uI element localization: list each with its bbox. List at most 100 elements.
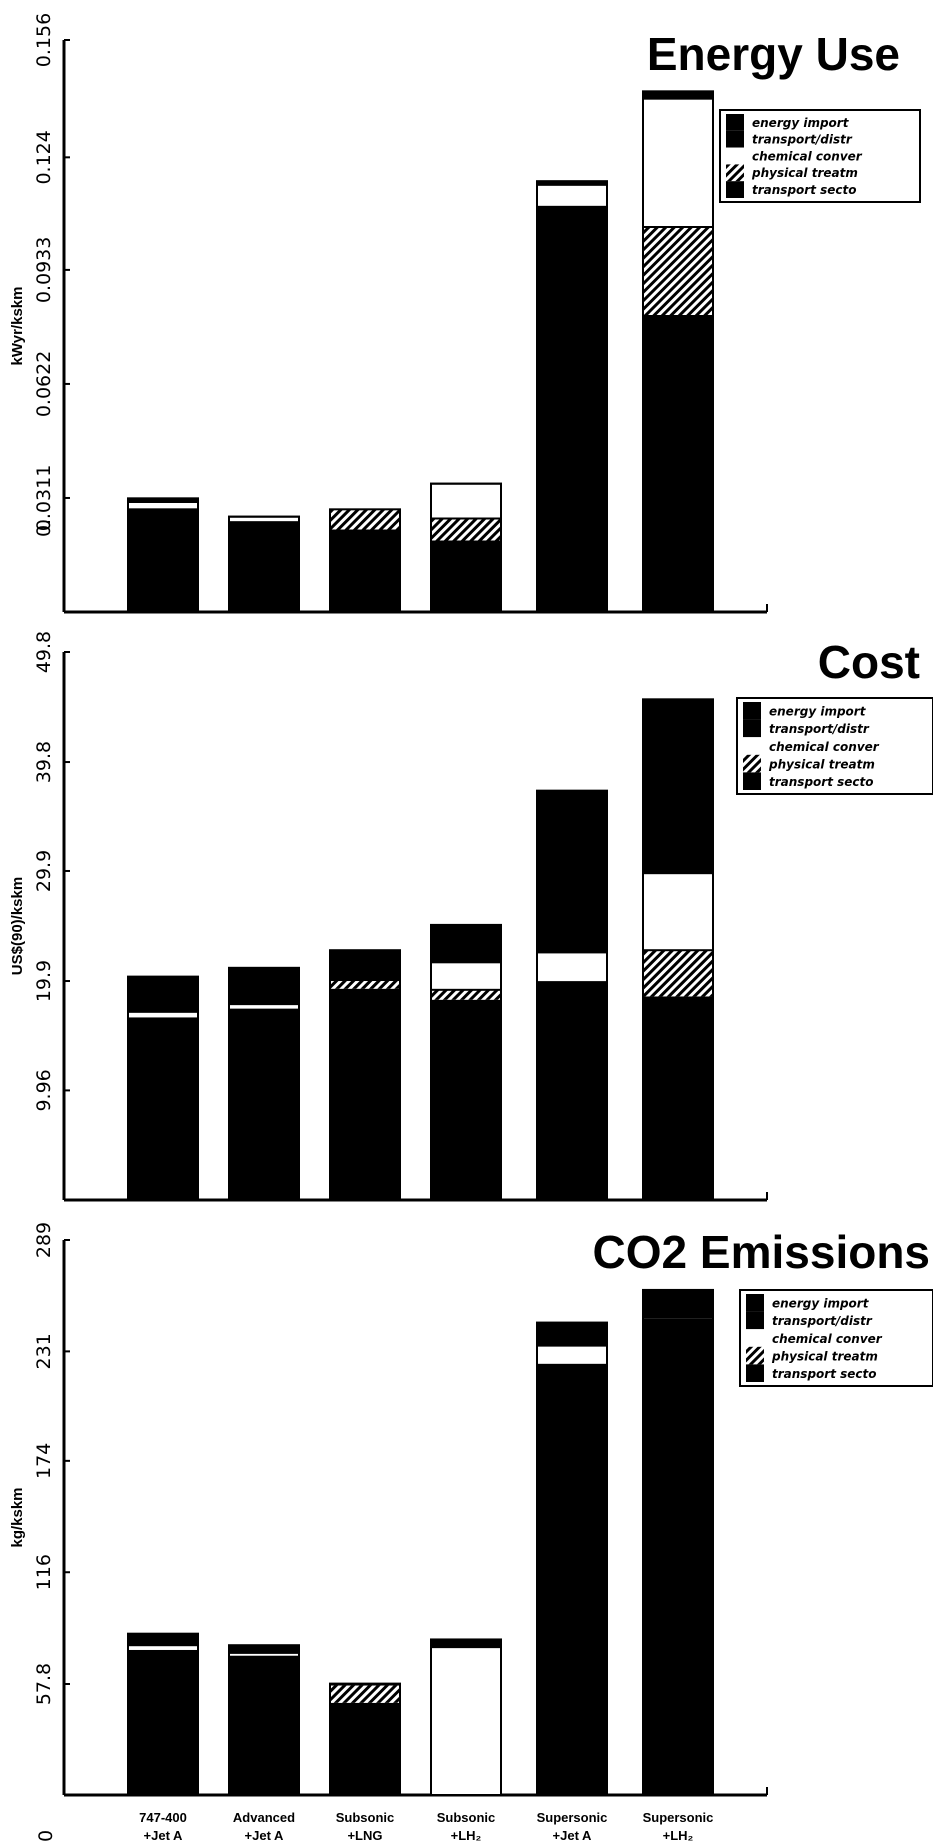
legend-swatch — [726, 130, 744, 148]
category-label-line2: +Jet A — [553, 1828, 593, 1843]
legend-swatch — [726, 147, 744, 165]
bar-segment-transport-distr — [330, 950, 400, 982]
category-label-line1: Supersonic — [537, 1810, 608, 1825]
bar-segment-transport-secto — [330, 988, 400, 1200]
bar-segment-transport-secto — [431, 540, 501, 612]
chart-title: Cost — [818, 636, 920, 688]
chart-panel-3: 289 231 174 116 57.8 kg/kskm CO2 Emissions ener… — [9, 1222, 933, 1797]
y-tick-label: 9.96 — [33, 1069, 55, 1111]
bar-segment-transport-distr — [128, 498, 198, 502]
category-label-line1: Advanced — [233, 1810, 295, 1825]
y-tick-label: 0.0622 — [33, 351, 55, 417]
bar-segment-transport-distr — [229, 1645, 299, 1653]
bar-segment-transport-secto — [229, 1656, 299, 1795]
bar-segment-chemical-conver — [228, 1003, 300, 1011]
bar-outline — [228, 1644, 300, 1797]
legend-entry: transport secto — [772, 1367, 876, 1381]
bar-outline — [127, 1632, 199, 1797]
bar-outline — [536, 180, 608, 614]
y-tick-label: 39.8 — [33, 741, 55, 783]
legend: energy import transport/distr chemical con… — [719, 109, 921, 203]
bar-segment-transport-secto — [128, 509, 198, 612]
bar-segment-transport-secto — [229, 522, 299, 612]
legend-swatch — [746, 1329, 764, 1347]
category-labels: 747-400 +Jet A Advanced +Jet A Subsonic +LNG S… — [139, 1810, 713, 1843]
bar-segment-transport-secto — [537, 206, 607, 613]
category-label-line2: +LH₂ — [663, 1828, 694, 1843]
category-label-line2: +LH₂ — [451, 1828, 482, 1843]
category-label-line1: Subsonic — [437, 1810, 496, 1825]
bar-outline — [127, 975, 199, 1201]
legend-entry: transport secto — [752, 183, 856, 197]
bar-outline — [228, 966, 300, 1201]
bar-outline — [642, 1288, 714, 1796]
bar-segment-physical-treatm — [431, 989, 501, 1000]
bar-segment-transport-distr — [643, 699, 713, 874]
bar-segment-transport-distr — [643, 1289, 713, 1319]
bar-segment-energy-import — [643, 91, 713, 99]
y-tick-label: 19.9 — [33, 960, 55, 1002]
legend-swatch — [746, 1346, 764, 1365]
y-tick-label: 0.0933 — [33, 237, 55, 303]
category-label-line1: Subsonic — [336, 1810, 395, 1825]
legend-entry: physical treatm — [768, 757, 875, 771]
legend-entry: physical treatm — [751, 166, 858, 180]
bar-segment-physical-treatm — [643, 227, 713, 315]
bar-segment-transport-distr — [431, 924, 501, 963]
legend-entry: energy import — [769, 705, 867, 719]
bar-segment-physical-treatm — [330, 509, 400, 530]
legend-entry: energy import — [752, 116, 850, 130]
bar-segment-transport-secto — [643, 1318, 713, 1795]
legend-swatch — [726, 114, 744, 131]
bar-segment-chemical-conver — [430, 961, 502, 991]
y-tick-label: 116 — [33, 1554, 55, 1590]
legend-swatch — [746, 1294, 764, 1312]
y-tick-label: 231 — [33, 1333, 55, 1369]
bar-segment-transport-secto — [330, 1702, 400, 1795]
chart-title: Energy Use — [647, 28, 900, 80]
bar-segment-chemical-conver — [127, 1644, 199, 1652]
legend-box — [719, 109, 921, 203]
legend-swatch — [743, 754, 761, 773]
bar-outline — [329, 949, 401, 1202]
legend-swatch — [746, 1311, 764, 1330]
legend-swatch — [743, 702, 761, 720]
bar-segment-transport-secto — [128, 1018, 198, 1200]
legend-swatch — [743, 737, 761, 755]
category-label-line1: Supersonic — [643, 1810, 714, 1825]
category-label-line2: +Jet A — [245, 1828, 285, 1843]
legend-swatch — [743, 772, 761, 790]
legend-box — [736, 697, 933, 795]
legend-swatch — [726, 164, 744, 182]
bar-segment-chemical-conver — [536, 951, 608, 984]
bar-segment-chemical-conver — [536, 1344, 608, 1366]
bar-segment-transport-secto — [128, 1650, 198, 1795]
y-tick-label: 174 — [33, 1443, 55, 1479]
y-tick-label: 0.124 — [33, 130, 55, 184]
bar-segment-transport-distr — [431, 1639, 501, 1648]
y-tick-label: 0.0311 — [33, 465, 55, 531]
category-label-line1: 747-400 — [139, 1810, 187, 1825]
bar-outline — [430, 923, 502, 1201]
bar-outline — [329, 508, 401, 614]
category-label-line2: +LNG — [347, 1828, 382, 1843]
legend-entry: physical treatm — [771, 1349, 878, 1363]
chart-panel-2: 49.8 39.8 29.9 19.9 9.96 US$(90)/kskm Cost ener… — [9, 631, 933, 1202]
bar-segment-transport-distr — [537, 790, 607, 953]
bar-segment-transport-secto — [229, 1009, 299, 1200]
bar-segment-chemical-conver — [430, 482, 502, 520]
legend: energy import transport/distr chemical con… — [739, 1289, 933, 1387]
bar-segment-transport-secto — [330, 529, 400, 612]
bar-segment-chemical-conver — [228, 1651, 300, 1658]
bar-segment-chemical-conver — [430, 1646, 502, 1797]
bar-segment-physical-treatm — [330, 981, 400, 989]
bar-segment-transport-distr — [128, 976, 198, 1012]
legend-entry: transport/distr — [752, 133, 853, 147]
legend-entry: transport/distr — [769, 722, 870, 736]
bar-outline — [430, 1638, 502, 1797]
bar-segment-chemical-conver — [642, 97, 714, 228]
y-tick-label-zero: 0. — [33, 519, 55, 537]
bar-outline — [642, 698, 714, 1201]
bar-outline — [536, 1321, 608, 1797]
